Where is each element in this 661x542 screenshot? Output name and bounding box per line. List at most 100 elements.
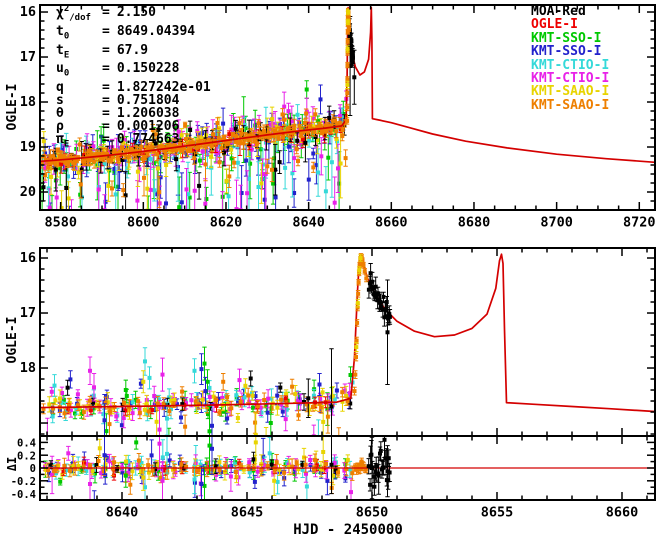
- top-tick-labels: 8580 8600 8620 8640 8660 8680 8700 8720 16 17 18 19…: [20, 4, 656, 230]
- res-tick-labels: 8640 8645 8650 8655 8660 0.40.20-0.2-0.4: [11, 438, 639, 521]
- param-line: ρ = 0.001206: [56, 120, 211, 133]
- param-line: tE = 67.9: [56, 44, 211, 63]
- y-tick-label: 16: [20, 250, 36, 266]
- x-tick-label: 8700: [540, 215, 573, 231]
- param-value: 0.150228: [116, 61, 180, 77]
- x-tick-label: 8650: [356, 505, 389, 521]
- res-panel: 8640 8645 8650 8655 8660 0.40.20-0.2-0.4: [11, 435, 656, 521]
- top-axes: [39, 4, 656, 211]
- series-moa-points: [329, 436, 334, 495]
- mid-panel: 16 17 18: [20, 247, 656, 437]
- param-symbol: πE: [56, 131, 70, 150]
- y-tick-label: 0.2: [17, 450, 36, 462]
- x-tick-label: 8720: [623, 215, 656, 231]
- param-equals: =: [102, 23, 110, 39]
- series-saao-o: [45, 453, 355, 495]
- x-tick-label: 8660: [375, 215, 408, 231]
- series-moa-points: [306, 348, 334, 436]
- param-equals: =: [102, 61, 110, 77]
- axis-label-hjd: HJD - 2450000: [293, 522, 403, 538]
- y-tick-label: 0.4: [17, 438, 36, 450]
- param-symbol: χ2/dof: [56, 4, 91, 23]
- param-value: 2.150: [116, 5, 156, 21]
- param-symbol: tE: [56, 42, 70, 61]
- y-tick-label: 16: [20, 4, 36, 20]
- param-value: 8649.04394: [116, 23, 196, 39]
- param-equals: =: [102, 131, 110, 147]
- legend-item: KMT-SSO-I: [531, 30, 602, 46]
- param-symbol: t0: [56, 23, 70, 42]
- x-tick-label: 8640: [292, 215, 325, 231]
- series-ctio-m: [45, 382, 352, 436]
- param-equals: =: [102, 105, 110, 121]
- param-symbol: q: [56, 79, 64, 95]
- mid-tick-labels: 16 17 18: [20, 250, 36, 376]
- param-line: πE = 0.774663: [56, 133, 211, 152]
- top-frame: [39, 4, 656, 211]
- legend-item: KMT-CTIO-I: [531, 57, 610, 73]
- param-symbol: s: [56, 92, 64, 108]
- top-panel: 8580 8600 8620 8640 8660 8680 8700 8720 16 17 18 19…: [20, 4, 656, 231]
- param-symbol: ρ: [56, 118, 64, 134]
- param-equals: =: [102, 42, 110, 58]
- y-tick-label: -0.4: [11, 489, 36, 501]
- y-tick-label: 0: [30, 463, 36, 475]
- param-line: u0 = 0.150228: [56, 62, 211, 81]
- top-data: [40, 6, 655, 210]
- x-tick-label: 8600: [127, 215, 160, 231]
- model-curve: [40, 253, 655, 413]
- param-line: χ2/dof = 2.150: [56, 3, 211, 25]
- param-line: t0 = 8649.04394: [56, 25, 211, 44]
- param-value: 0.001206: [116, 118, 180, 134]
- param-symbol: θ: [56, 105, 64, 121]
- param-line: θ = 1.206038: [56, 107, 211, 120]
- series-ctio-c-points: [142, 436, 197, 500]
- y-tick-label: 18: [20, 94, 36, 110]
- param-equals: =: [102, 92, 110, 108]
- legend-item: KMT-SAAO-I: [531, 84, 610, 100]
- param-value: 0.751804: [116, 92, 180, 108]
- param-equals: =: [102, 5, 110, 21]
- param-value: 0.774663: [116, 131, 180, 147]
- param-value: 1.827242e-01: [116, 79, 211, 95]
- y-tick-label: -0.2: [11, 476, 36, 488]
- param-symbol: u0: [56, 61, 70, 79]
- series-ctio-c: [50, 377, 355, 436]
- param-equals: =: [102, 79, 110, 95]
- series-moa-points: [385, 279, 390, 385]
- trace-yellow_rise: [354, 254, 363, 352]
- trace-yellow_rise: [345, 8, 351, 89]
- x-tick-label: 8645: [231, 505, 264, 521]
- series-moa: [366, 436, 392, 496]
- param-line: s = 0.751804: [56, 94, 211, 107]
- param-value: 1.206038: [116, 105, 180, 121]
- res-axes: [39, 435, 656, 501]
- x-tick-label: 8620: [210, 215, 243, 231]
- x-tick-label: 8660: [606, 505, 639, 521]
- param-equals: =: [102, 118, 110, 134]
- x-tick-label: 8640: [106, 505, 139, 521]
- series-saao-o: [353, 457, 369, 475]
- params-block: χ2/dof = 2.150 t0 = 8649.04394 tE = 67.9 u0 = 0.150…: [56, 3, 211, 151]
- x-tick-label: 8655: [481, 505, 514, 521]
- y-tick-label: 20: [20, 184, 36, 200]
- y-tick-label: 18: [20, 360, 36, 376]
- legend-item: KMT-CTIO-I: [531, 71, 610, 87]
- series-ctio-m-points: [87, 356, 242, 436]
- y-tick-label: 17: [20, 49, 36, 65]
- legend: MOA-Red OGLE-I KMT-SSO-I KMT-SSO-I KMT-CTIO-…: [531, 4, 610, 113]
- legend-item: MOA-Red: [531, 4, 586, 19]
- y-tick-label: 19: [20, 139, 36, 155]
- legend-item: OGLE-I: [531, 17, 578, 33]
- axis-label-ogle-mid: OGLE-I: [5, 316, 20, 364]
- series-moa: [366, 263, 393, 327]
- x-tick-label: 8680: [458, 215, 491, 231]
- param-value: 67.9: [116, 42, 149, 58]
- legend-item: KMT-SSO-I: [531, 44, 602, 60]
- axis-label-ogle-top: OGLE-I: [5, 83, 20, 131]
- mid-data: [40, 253, 655, 436]
- trace-orange_rise: [352, 253, 369, 396]
- y-tick-label: 17: [20, 305, 36, 321]
